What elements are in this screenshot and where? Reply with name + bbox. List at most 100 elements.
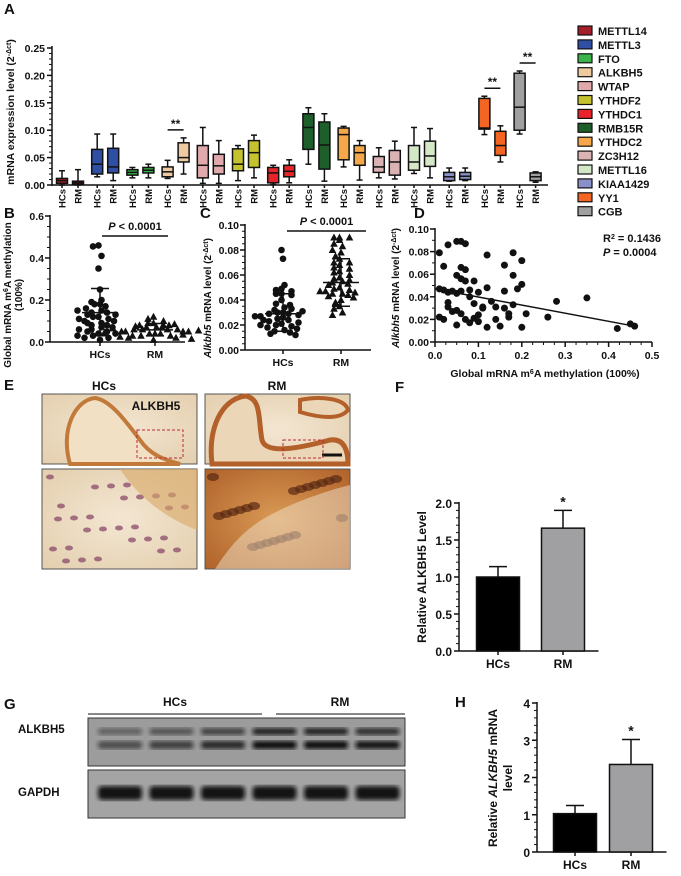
- a-x-tick-label: HCs: [198, 189, 209, 208]
- h-y-tick-label: 2: [523, 772, 530, 786]
- c-x-tick-label: HCs: [272, 357, 293, 369]
- c-point-rm: [335, 267, 344, 275]
- c-point-hcs: [285, 316, 292, 324]
- a-x-tick-label: HCs: [339, 189, 350, 208]
- d-y-label-end: ): [391, 228, 402, 231]
- legend-label: KIAA1429: [598, 179, 649, 191]
- f-x-tick-label: HCs: [486, 657, 510, 671]
- a-y-label-end: ): [5, 39, 17, 43]
- d-x-tick-label: 0.2: [514, 350, 529, 362]
- a-x-tick-label: RM: [461, 189, 472, 204]
- g-band-gapdh: [355, 786, 400, 800]
- d-point: [479, 303, 487, 311]
- d-y-tick-label: 0.00: [409, 337, 430, 349]
- a-x-tick-label: RM: [109, 189, 120, 204]
- legend-label: YTHDC1: [598, 109, 642, 121]
- b-x-tick-label: RM: [147, 349, 164, 361]
- c-point-hcs: [293, 325, 301, 333]
- b-point-rm: [109, 324, 117, 332]
- b-point-rm: [156, 329, 165, 337]
- a-x-tick-label: HCs: [304, 189, 315, 208]
- c-point-hcs: [288, 305, 295, 313]
- g-band-alkbh5-lower: [355, 741, 400, 749]
- nucleus: [160, 535, 168, 541]
- d-x-tick-label: 0.4: [601, 350, 616, 362]
- panel-letter-e: E: [4, 377, 14, 394]
- d-point: [435, 249, 443, 257]
- panel-letter-b: B: [4, 205, 15, 222]
- g-band-gapdh: [201, 786, 245, 800]
- c-point-hcs: [265, 317, 273, 325]
- d-point: [509, 249, 517, 257]
- c-point-rm: [324, 292, 333, 300]
- d-point: [474, 288, 482, 296]
- legend-label: FTO: [598, 54, 620, 66]
- a-x-tick-label: RM: [496, 189, 507, 204]
- nucleus: [136, 494, 144, 500]
- c-p-value: P < 0.0001: [300, 216, 354, 228]
- h-bar-hcs: [552, 812, 598, 853]
- g-band-alkbh5-upper: [355, 728, 400, 735]
- e-image-hcs-low: [41, 393, 198, 466]
- d-point: [448, 307, 456, 315]
- e-zoom-region-box: [282, 439, 324, 459]
- c-p-rest: < 0.0001: [307, 216, 353, 228]
- c-y-tick-label: 0.06: [219, 270, 240, 282]
- d-y-tick-label: 0.08: [409, 247, 430, 259]
- a-x-tick-label: HCs: [163, 189, 174, 208]
- c-point-rm: [345, 264, 354, 272]
- b-point-hcs: [105, 315, 112, 323]
- nucleus: [78, 557, 86, 563]
- a-sig-stars: **: [523, 50, 533, 64]
- a-box-yy1-hcs: [478, 97, 491, 130]
- nucleus: [49, 546, 57, 552]
- a-box-zc3h12-hcs: [372, 155, 386, 174]
- d-p-value: P = 0.0004: [603, 247, 657, 259]
- c-point-rm: [331, 252, 340, 260]
- a-sig-stars: **: [171, 117, 181, 131]
- g-band-alkbh5-upper: [98, 728, 142, 735]
- d-point: [544, 313, 552, 321]
- nucleus: [57, 503, 65, 509]
- e-stain-label: ALKBH5: [132, 399, 181, 413]
- d-point: [613, 324, 621, 332]
- b-point-hcs: [96, 336, 104, 344]
- legend-label: ALKBH5: [598, 68, 643, 80]
- legend-label: METTL16: [598, 165, 647, 177]
- c-point-hcs: [272, 300, 280, 308]
- panel-letter-f: F: [395, 379, 404, 396]
- c-point-rm: [349, 293, 358, 301]
- h-y-tick-label: 3: [523, 734, 530, 748]
- c-point-rm: [351, 288, 359, 296]
- d-point: [461, 266, 469, 274]
- a-x-tick-label: RM: [250, 189, 261, 204]
- a-box-ythdc2-rm: [353, 144, 366, 167]
- nucleus: [115, 525, 123, 531]
- c-point-hcs: [278, 246, 285, 254]
- nucleus: [46, 474, 54, 480]
- d-point: [505, 313, 513, 321]
- nucleus: [83, 527, 91, 533]
- nucleus: [62, 558, 70, 564]
- a-x-tick-label: RM: [179, 189, 190, 204]
- d-x-tick-label: 0.0: [428, 350, 443, 362]
- nucleus: [120, 495, 128, 501]
- c-y-tick-label: 0.02: [219, 320, 240, 332]
- d-fit-line: [434, 288, 635, 327]
- panel-letter-a: A: [4, 1, 15, 18]
- d-point: [470, 277, 478, 285]
- d-x-tick-label: 0.3: [558, 350, 573, 362]
- b-point-rm: [179, 330, 187, 338]
- f-bar-rm: [540, 527, 586, 652]
- c-y-label-end: ): [203, 238, 214, 241]
- b-point-rm: [163, 325, 172, 333]
- c-point-hcs: [260, 316, 267, 324]
- c-y-tick-label: 0.04: [219, 295, 240, 307]
- c-point-rm: [345, 258, 354, 266]
- g-row-label-gapdh: GAPDH: [18, 787, 60, 799]
- b-point-rm: [184, 327, 193, 335]
- h-y-tick-label: 4: [523, 697, 530, 711]
- a-sig-stars: **: [488, 75, 498, 89]
- b-y-axis-label: Global mRNA m6A methylation: [3, 222, 15, 367]
- c-x-tick-label: RM: [333, 357, 350, 369]
